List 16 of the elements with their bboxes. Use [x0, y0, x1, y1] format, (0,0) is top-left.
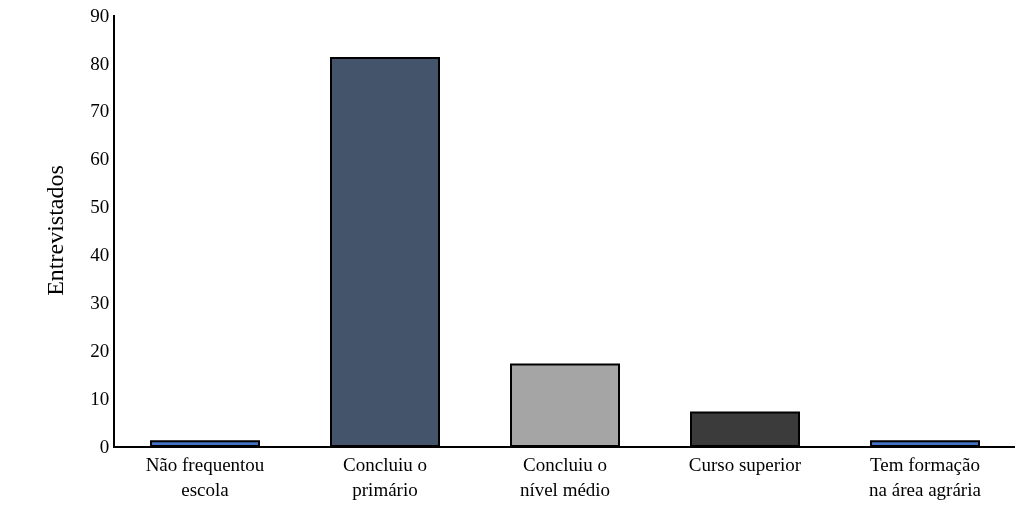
y-tick-label: 80	[90, 52, 110, 74]
y-tick-label: 50	[90, 196, 110, 218]
x-tick-label: Tem formação na área agrária	[869, 453, 982, 500]
x-tick-label: Concluiu o nível médio	[519, 453, 611, 500]
y-tick-label: 90	[90, 4, 110, 26]
x-tick-label: Curso superior	[688, 453, 802, 475]
y-tick-label: 10	[90, 387, 110, 409]
y-tick-label: 40	[90, 244, 110, 266]
x-tick-label: Não frequentou escola	[145, 453, 265, 500]
y-tick-label: 20	[90, 339, 110, 361]
y-tick-label: 30	[90, 291, 110, 313]
y-tick-label: 70	[90, 100, 110, 122]
y-axis-title: Entrevistados	[41, 165, 68, 296]
y-tick-label: 60	[90, 148, 110, 170]
y-tick-label: 0	[99, 435, 110, 457]
x-tick-label: Concluiu o primário	[343, 453, 427, 500]
